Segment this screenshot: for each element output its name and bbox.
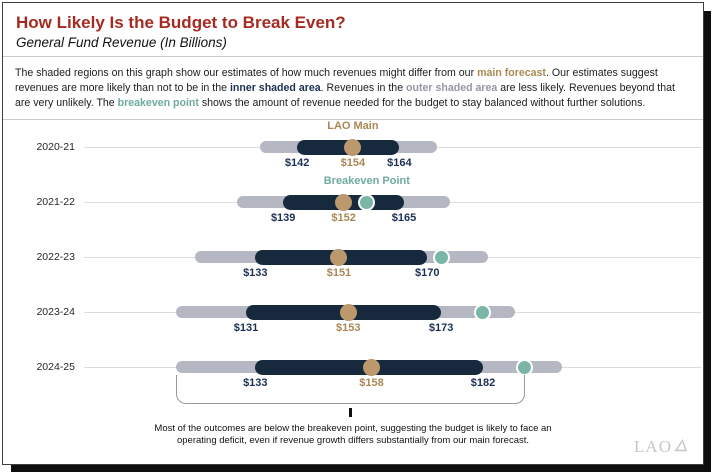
row-2020-21-main-forecast-dot [344, 138, 362, 156]
row-2020-21-label-inner-max: $164 [387, 157, 412, 169]
row-2021-22-annotation: Breakeven Point [323, 175, 410, 187]
row-2021-22-year-label: 2021-22 [36, 196, 75, 208]
row-2022-23-breakeven-dot [432, 248, 450, 266]
row-2022-23-label-main: $151 [326, 267, 352, 279]
row-2024-25-breakeven-dot [516, 358, 534, 376]
lao-logo-triangle-icon [674, 439, 687, 452]
row-2024-25-year-label: 2024-25 [36, 361, 75, 373]
range-chart: 2020-21 LAO Main $142 $154 $164 2021-22 Breake… [3, 120, 703, 417]
footnote-text: Most of the outcomes are below the break… [154, 423, 552, 446]
intro-segment-inner: inner shaded area [229, 82, 321, 94]
figure-subtitle: General Fund Revenue (In Billions) [16, 35, 227, 50]
figure-card: How Likely Is the Budget to Break Even? … [2, 2, 704, 465]
row-2021-22-label-inner-max: $165 [391, 212, 417, 224]
row-2024-25-label-inner-min: $133 [243, 377, 268, 389]
intro-segment-plain: are less likely. Revenues beyond that ar… [15, 82, 675, 109]
intro-segment-plain: . Our estimates suggest revenues are mor… [15, 67, 658, 94]
title-block: How Likely Is the Budget to Break Even? … [3, 3, 703, 57]
intro-segment-plain: shows the amount of revenue needed for t… [198, 97, 646, 109]
row-2024-25-label-inner-max: $182 [470, 377, 496, 389]
intro-segment-breakeven: breakeven point [117, 97, 199, 109]
row-2021-22-main-forecast-dot [335, 193, 353, 211]
intro-paragraph: The shaded regions on this graph show ou… [3, 57, 703, 120]
row-2023-24-year-label: 2023-24 [36, 306, 75, 318]
row-2022-23-year-label: 2022-23 [36, 251, 75, 263]
below-breakeven-bracket [176, 375, 525, 404]
row-2020-21-label-main: $154 [340, 157, 366, 169]
row-2023-24-label-inner-min: $131 [233, 322, 259, 334]
figure-title: How Likely Is the Budget to Break Even? [16, 13, 346, 32]
intro-segment-plain: . Revenues in the [320, 82, 407, 94]
row-2023-24-main-forecast-dot [339, 303, 357, 321]
lao-logo: LAO [634, 437, 688, 457]
row-2022-23-main-forecast-dot [330, 248, 348, 266]
row-2022-23-label-inner-min: $133 [243, 267, 268, 279]
intro-segment-plain: The shaded regions on this graph show ou… [15, 67, 478, 79]
chart-footer: Most of the outcomes are below the break… [3, 423, 703, 471]
row-2021-22-label-inner-min: $139 [270, 212, 296, 224]
lao-logo-text: LAO [634, 437, 672, 456]
intro-segment-outer: outer shaded area [406, 82, 498, 94]
row-2024-25-label-main: $158 [359, 377, 384, 389]
row-2020-21-label-inner-min: $142 [284, 157, 310, 169]
row-2023-24-label-main: $153 [335, 322, 361, 334]
row-2021-22-label-main: $152 [331, 212, 356, 224]
row-2021-22-breakeven-dot [358, 193, 376, 211]
row-2024-25-main-forecast-dot [362, 358, 380, 376]
row-2020-21-annotation: LAO Main [327, 120, 379, 132]
row-2023-24-label-inner-max: $173 [428, 322, 454, 334]
row-2023-24-breakeven-dot [474, 303, 492, 321]
row-2020-21-year-label: 2020-21 [36, 141, 75, 153]
intro-segment-main: main forecast [477, 67, 546, 79]
bracket-pointer-tick [349, 408, 353, 417]
row-2022-23-label-inner-max: $170 [414, 267, 440, 279]
